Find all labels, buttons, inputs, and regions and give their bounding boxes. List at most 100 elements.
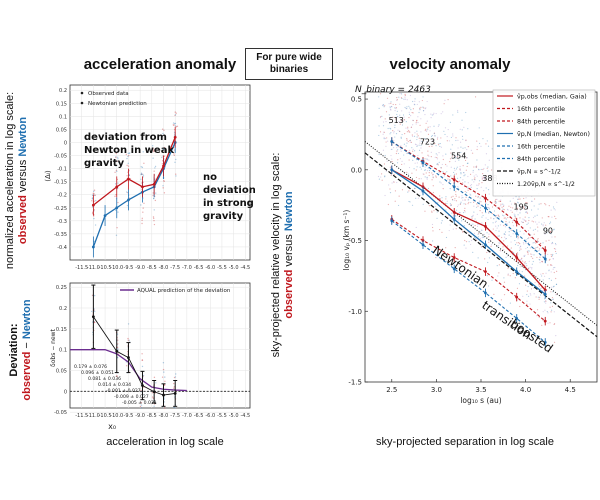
scatter-point bbox=[173, 376, 176, 379]
scatter-point bbox=[449, 178, 451, 181]
scatter-point bbox=[419, 109, 421, 111]
newton-point bbox=[91, 245, 95, 249]
scatter-point bbox=[400, 97, 403, 99]
scatter-point bbox=[481, 176, 483, 178]
left-top-ylabel-line1: normalized acceleration in log scale: bbox=[4, 91, 16, 270]
scatter-point bbox=[410, 109, 412, 111]
scatter-point bbox=[428, 169, 431, 172]
scatter-point bbox=[484, 179, 486, 181]
scatter-point bbox=[524, 254, 526, 256]
scatter-point bbox=[459, 177, 462, 179]
scatter-point bbox=[129, 152, 131, 154]
scatter-point bbox=[430, 156, 432, 158]
scatter-point bbox=[491, 206, 494, 208]
x-axis-label: log₁₀ s (au) bbox=[460, 396, 501, 405]
y-tick-label: 0.2 bbox=[59, 88, 67, 94]
scatter-point bbox=[510, 206, 512, 208]
scatter-point bbox=[528, 237, 530, 239]
scatter-point bbox=[385, 145, 387, 147]
x-tick-label: 3.0 bbox=[431, 386, 442, 394]
scatter-point bbox=[497, 214, 499, 216]
scatter-point bbox=[389, 127, 391, 129]
scatter-point bbox=[552, 258, 554, 260]
scatter-point bbox=[389, 133, 391, 135]
scatter-point bbox=[527, 295, 530, 297]
scatter-point bbox=[413, 103, 415, 105]
scatter-point bbox=[127, 155, 129, 158]
obs-16th-line bbox=[391, 218, 546, 322]
y-tick-label: 0.15 bbox=[56, 101, 67, 107]
scatter-point bbox=[383, 138, 385, 140]
scatter-point bbox=[553, 266, 555, 269]
scatter-point bbox=[448, 140, 450, 142]
scatter-point bbox=[499, 259, 502, 261]
scatter-point bbox=[478, 142, 481, 145]
scatter-point bbox=[550, 254, 552, 256]
scatter-point bbox=[507, 267, 509, 269]
scatter-point bbox=[505, 218, 507, 220]
scatter-point bbox=[405, 107, 407, 109]
right-ylabel: sky-projected relative velocity in log s… bbox=[270, 125, 296, 385]
scatter-point bbox=[117, 339, 119, 341]
scatter-point bbox=[439, 198, 441, 200]
scatter-point bbox=[428, 205, 430, 207]
scatter-point bbox=[127, 337, 129, 340]
scatter-point bbox=[114, 183, 117, 185]
scatter-point bbox=[141, 359, 143, 361]
scatter-point bbox=[407, 128, 409, 130]
scatter-point bbox=[477, 196, 479, 198]
scatter-point bbox=[464, 181, 466, 183]
scatter-point bbox=[153, 209, 155, 211]
scatter-point bbox=[411, 134, 413, 136]
newton-word-2: Newton bbox=[21, 299, 33, 340]
scatter-point bbox=[428, 165, 431, 167]
bin-count-label: 90 bbox=[543, 226, 553, 235]
scatter-point bbox=[474, 192, 476, 194]
scatter-point bbox=[155, 192, 157, 194]
scatter-point bbox=[393, 132, 395, 134]
scatter-point bbox=[126, 164, 128, 167]
scatter-point bbox=[461, 129, 463, 131]
acceleration-top-chart: -11.5-11.0-10.5-10.0 -9.5 -9.0 -8.5 -8.0 -7.5… bbox=[44, 84, 255, 271]
scatter-point bbox=[93, 200, 95, 202]
scatter-point bbox=[520, 205, 522, 208]
scatter-point bbox=[404, 106, 406, 109]
scatter-point bbox=[407, 126, 409, 128]
scatter-point bbox=[510, 203, 513, 205]
scatter-point bbox=[416, 166, 418, 168]
x-tick-label: -4.5 bbox=[240, 413, 250, 419]
legend-marker-newton bbox=[80, 101, 84, 105]
scatter-point bbox=[470, 239, 473, 242]
scatter-point bbox=[553, 285, 555, 287]
scatter-point bbox=[127, 162, 129, 165]
scatter-point bbox=[401, 189, 404, 191]
x-tick-label: -7.5 bbox=[170, 413, 180, 419]
scatter-point bbox=[442, 188, 444, 190]
scatter-point bbox=[502, 205, 505, 208]
scatter-point bbox=[440, 222, 443, 224]
x-tick-label: -8.0 bbox=[159, 265, 169, 271]
scatter-point bbox=[497, 244, 500, 247]
scatter-point bbox=[394, 190, 397, 192]
scatter-point bbox=[459, 203, 461, 205]
scatter-point bbox=[139, 405, 142, 408]
scatter-point bbox=[461, 135, 464, 137]
scatter-point bbox=[552, 268, 554, 270]
median-point bbox=[515, 295, 519, 299]
scatter-point bbox=[401, 97, 403, 100]
scatter-point bbox=[392, 147, 395, 149]
median-point bbox=[543, 257, 547, 261]
left-bottom-ylabel: Deviation: observed − Newton bbox=[8, 290, 34, 410]
scatter-point bbox=[410, 141, 413, 143]
scatter-point bbox=[551, 264, 553, 267]
scatter-point bbox=[416, 145, 418, 148]
scatter-point bbox=[455, 193, 457, 196]
scatter-point bbox=[399, 103, 401, 105]
scatter-point bbox=[456, 155, 459, 158]
scatter-point bbox=[403, 119, 406, 121]
scatter-point bbox=[399, 92, 401, 95]
scatter-point bbox=[523, 255, 525, 257]
scatter-point bbox=[507, 216, 509, 219]
scatter-point bbox=[498, 216, 500, 218]
scatter-point bbox=[95, 199, 97, 202]
